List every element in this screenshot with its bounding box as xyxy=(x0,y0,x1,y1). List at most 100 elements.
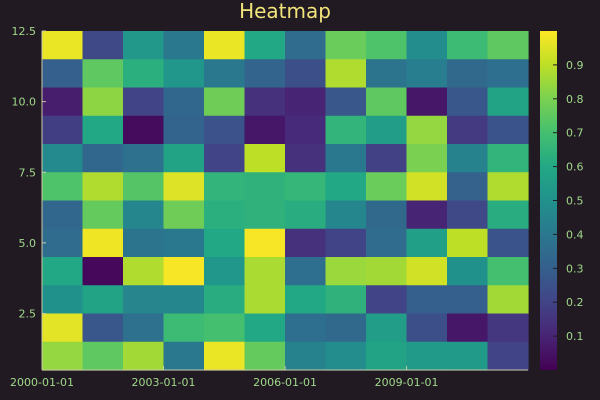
y-axis-ticks: 2.5 5.0 7.5 10.0 12.5 xyxy=(12,25,46,321)
heatmap-cell xyxy=(163,228,205,258)
y-tick-label: 10.0 xyxy=(12,96,37,109)
heatmap-cell xyxy=(42,87,84,117)
heatmap-cell xyxy=(366,31,408,60)
heatmap-cell xyxy=(447,285,489,315)
heatmap-cell xyxy=(487,200,529,230)
heatmap-cell xyxy=(447,228,489,258)
heatmap-cell xyxy=(366,257,408,286)
heatmap-cell xyxy=(447,341,489,371)
heatmap-cell xyxy=(204,87,246,117)
heatmap-cell xyxy=(244,172,286,202)
colorbar: 0.1 0.2 0.3 0.4 0.5 0.6 0.7 0.8 0.9 xyxy=(540,31,584,370)
heatmap-cell xyxy=(325,341,367,371)
heatmap-cell xyxy=(487,285,529,315)
heatmap-cell xyxy=(325,200,367,230)
heatmap-cell xyxy=(447,115,489,145)
heatmap-cell xyxy=(366,228,408,258)
heatmap-cell xyxy=(123,31,165,60)
heatmap-cell xyxy=(325,228,367,258)
y-tick-label: 12.5 xyxy=(12,25,37,38)
heatmap-cell xyxy=(325,87,367,117)
heatmap-cell xyxy=(285,144,327,173)
heatmap-cell xyxy=(123,200,165,230)
y-tick-label: 7.5 xyxy=(19,166,37,179)
heatmap-cell xyxy=(82,59,124,89)
heatmap-cell xyxy=(366,87,408,117)
heatmap-cell xyxy=(42,115,84,145)
heatmap-cell xyxy=(42,228,84,258)
heatmap-cell xyxy=(447,200,489,230)
heatmap-cell xyxy=(244,313,286,343)
heatmap-cell xyxy=(82,200,124,230)
heatmap-cell xyxy=(325,59,367,89)
heatmap-cell xyxy=(447,144,489,173)
colorbar-tick-label: 0.9 xyxy=(566,59,584,72)
colorbar-tick-label: 0.3 xyxy=(566,262,584,275)
heatmap-cell xyxy=(285,172,327,202)
x-axis-ticks: 2000-01-01 2003-01-01 2006-01-01 2009-01-01 xyxy=(10,366,439,389)
heatmap-cell xyxy=(123,144,165,173)
y-tick-label: 5.0 xyxy=(19,237,37,250)
heatmap-cell xyxy=(204,341,246,371)
heatmap-cell xyxy=(325,285,367,315)
heatmap-cell xyxy=(163,59,205,89)
heatmap-cell xyxy=(163,144,205,173)
heatmap-cell xyxy=(366,285,408,315)
heatmap-cell xyxy=(82,31,124,60)
heatmap-cell xyxy=(163,31,205,60)
heatmap-cell xyxy=(285,285,327,315)
heatmap-cell xyxy=(406,285,448,315)
heatmap-cells xyxy=(42,31,529,371)
heatmap-cell xyxy=(366,172,408,202)
heatmap-cell xyxy=(244,228,286,258)
heatmap-cell xyxy=(447,31,489,60)
heatmap-cell xyxy=(163,200,205,230)
heatmap-cell xyxy=(447,172,489,202)
heatmap-cell xyxy=(366,144,408,173)
heatmap-cell xyxy=(406,313,448,343)
x-tick-label: 2006-01-01 xyxy=(253,376,317,389)
heatmap-cell xyxy=(487,59,529,89)
heatmap-cell xyxy=(325,257,367,286)
heatmap-cell xyxy=(366,313,408,343)
heatmap-cell xyxy=(406,228,448,258)
heatmap-cell xyxy=(366,115,408,145)
heatmap-cell xyxy=(123,59,165,89)
heatmap-cell xyxy=(163,285,205,315)
heatmap-cell xyxy=(163,341,205,371)
heatmap-cell xyxy=(42,144,84,173)
heatmap-cell xyxy=(285,313,327,343)
x-tick-label: 2000-01-01 xyxy=(10,376,74,389)
heatmap-cell xyxy=(285,59,327,89)
heatmap-cell xyxy=(82,257,124,286)
heatmap-cell xyxy=(325,115,367,145)
heatmap-cell xyxy=(163,313,205,343)
heatmap-cell xyxy=(204,200,246,230)
heatmap-cell xyxy=(406,144,448,173)
heatmap-cell xyxy=(82,115,124,145)
heatmap-cell xyxy=(285,257,327,286)
heatmap-cell xyxy=(82,285,124,315)
heatmap-cell xyxy=(244,341,286,371)
heatmap-cell xyxy=(42,313,84,343)
heatmap-cell xyxy=(285,115,327,145)
heatmap-cell xyxy=(123,87,165,117)
heatmap-cell xyxy=(447,257,489,286)
heatmap-cell xyxy=(204,31,246,60)
colorbar-tick-label: 0.7 xyxy=(566,127,584,140)
heatmap-cell xyxy=(123,313,165,343)
heatmap-cell xyxy=(82,313,124,343)
heatmap-cell xyxy=(325,313,367,343)
heatmap-cell xyxy=(285,31,327,60)
heatmap-cell xyxy=(487,87,529,117)
heatmap-cell xyxy=(204,172,246,202)
heatmap-cell xyxy=(366,341,408,371)
heatmap-cell xyxy=(244,31,286,60)
heatmap-cell xyxy=(42,172,84,202)
heatmap-cell xyxy=(487,228,529,258)
heatmap-cell xyxy=(204,144,246,173)
heatmap-cell xyxy=(163,87,205,117)
heatmap-cell xyxy=(244,115,286,145)
heatmap-cell xyxy=(82,144,124,173)
